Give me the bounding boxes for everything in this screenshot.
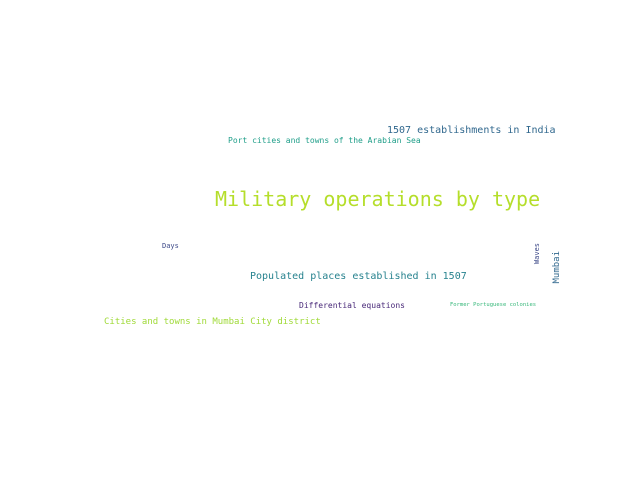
word-military-operations-by-type: Military operations by type — [215, 187, 541, 211]
word-differential-equations: Differential equations — [299, 301, 405, 310]
word-cities-towns-mumbai-city: Cities and towns in Mumbai City district — [104, 317, 321, 327]
word-1507-establishments-in-india: 1507 establishments in India — [387, 125, 556, 136]
word-waves: Waves — [533, 243, 541, 265]
word-days: Days — [162, 242, 179, 250]
word-mumbai: Mumbai — [552, 251, 562, 284]
word-populated-places-1507: Populated places established in 1507 — [250, 271, 467, 282]
word-port-cities-arabian-sea: Port cities and towns of the Arabian Sea — [228, 136, 421, 145]
word-former-portuguese-colonies: Former Portuguese colonies — [450, 302, 537, 308]
